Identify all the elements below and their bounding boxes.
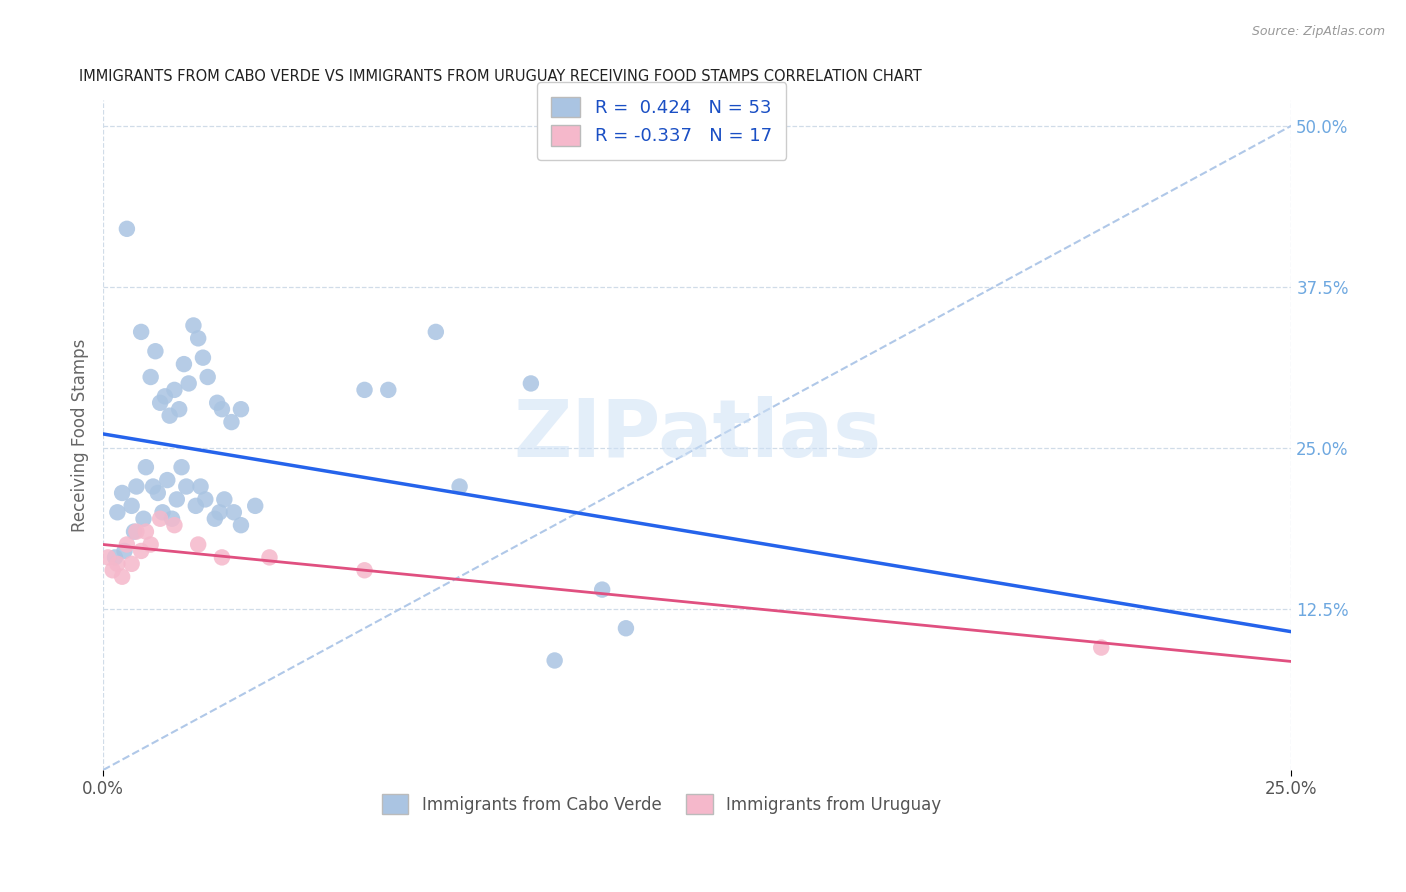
Point	[160, 512, 183, 526]
Point	[97, 550, 120, 565]
Point	[194, 492, 217, 507]
Point	[184, 499, 207, 513]
Point	[125, 524, 148, 539]
Point	[135, 460, 157, 475]
Point	[187, 331, 209, 345]
Point	[129, 325, 152, 339]
Point	[520, 376, 543, 391]
Point	[353, 383, 375, 397]
Point	[101, 563, 124, 577]
Point	[543, 653, 565, 667]
Point	[1090, 640, 1112, 655]
Point	[190, 479, 212, 493]
Point	[173, 357, 195, 371]
Point	[142, 479, 165, 493]
Point	[121, 499, 143, 513]
Point	[156, 473, 179, 487]
Point	[105, 505, 128, 519]
Point	[166, 492, 188, 507]
Point	[211, 402, 233, 417]
Point	[163, 518, 186, 533]
Point	[167, 402, 190, 417]
Point	[191, 351, 214, 365]
Point	[139, 537, 162, 551]
Point	[153, 389, 176, 403]
Point	[115, 222, 138, 236]
Point	[197, 370, 219, 384]
Point	[132, 512, 155, 526]
Point	[105, 557, 128, 571]
Point	[111, 570, 134, 584]
Point	[591, 582, 613, 597]
Point	[208, 505, 231, 519]
Point	[129, 544, 152, 558]
Point	[125, 479, 148, 493]
Point	[377, 383, 399, 397]
Point	[163, 383, 186, 397]
Point	[121, 557, 143, 571]
Point	[183, 318, 205, 333]
Point	[135, 524, 157, 539]
Point	[614, 621, 637, 635]
Point	[170, 460, 193, 475]
Point	[149, 396, 172, 410]
Point	[204, 512, 226, 526]
Point	[205, 396, 228, 410]
Point	[229, 402, 252, 417]
Point	[177, 376, 200, 391]
Point	[214, 492, 236, 507]
Point	[111, 486, 134, 500]
Point	[114, 544, 136, 558]
Point	[149, 512, 172, 526]
Y-axis label: Receiving Food Stamps: Receiving Food Stamps	[72, 338, 89, 532]
Point	[187, 537, 209, 551]
Point	[221, 415, 243, 429]
Text: ZIPatlas: ZIPatlas	[513, 396, 882, 474]
Point	[353, 563, 375, 577]
Point	[425, 325, 447, 339]
Point	[449, 479, 471, 493]
Point	[146, 486, 169, 500]
Point	[222, 505, 245, 519]
Point	[145, 344, 167, 359]
Point	[259, 550, 281, 565]
Text: IMMIGRANTS FROM CABO VERDE VS IMMIGRANTS FROM URUGUAY RECEIVING FOOD STAMPS CORR: IMMIGRANTS FROM CABO VERDE VS IMMIGRANTS…	[79, 69, 922, 84]
Point	[176, 479, 198, 493]
Text: Source: ZipAtlas.com: Source: ZipAtlas.com	[1251, 25, 1385, 38]
Point	[115, 537, 138, 551]
Point	[229, 518, 252, 533]
Legend: Immigrants from Cabo Verde, Immigrants from Uruguay: Immigrants from Cabo Verde, Immigrants f…	[374, 786, 950, 822]
Point	[139, 370, 162, 384]
Point	[104, 550, 127, 565]
Point	[211, 550, 233, 565]
Point	[245, 499, 267, 513]
Point	[152, 505, 174, 519]
Point	[122, 524, 145, 539]
Point	[159, 409, 181, 423]
